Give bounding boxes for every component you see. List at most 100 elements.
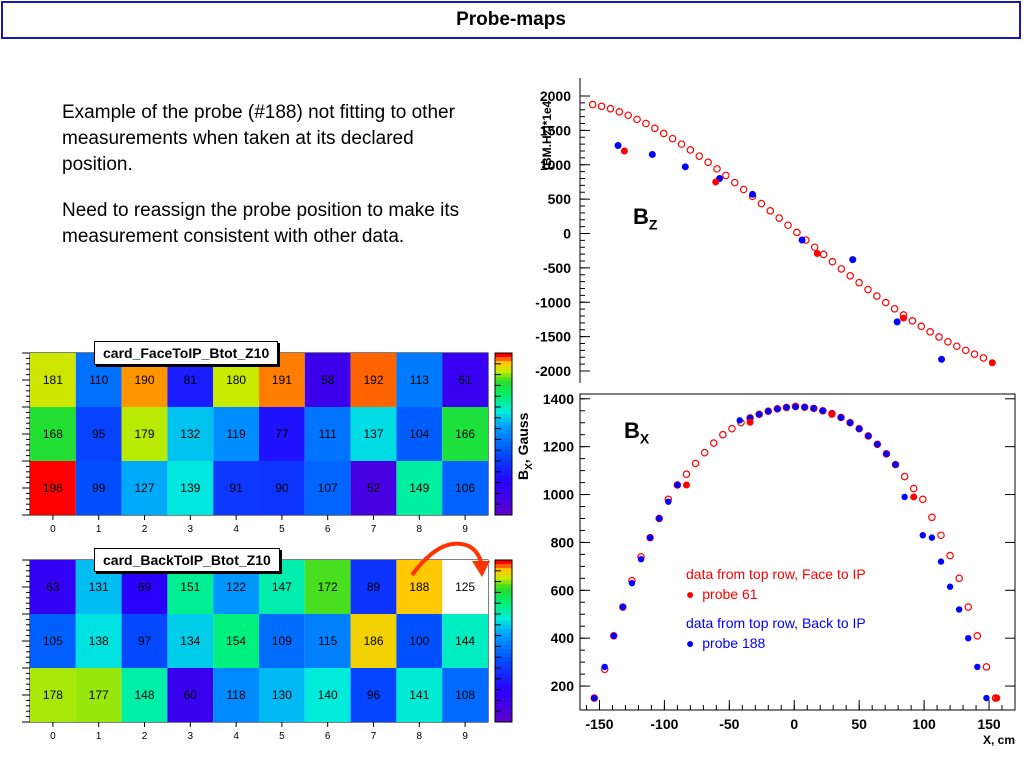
bx-point-back bbox=[937, 558, 945, 565]
legend-back: data from top row, Back to IP bbox=[686, 615, 866, 631]
heatmap-color-scale-step bbox=[495, 600, 512, 606]
bx-point-back bbox=[974, 663, 981, 671]
bx-point-back bbox=[637, 555, 645, 563]
heatmap-color-scale-step bbox=[495, 353, 512, 358]
heatmap-cell-value: 107 bbox=[318, 481, 338, 495]
heatmap-color-scale-step bbox=[495, 409, 512, 415]
heatmap-cell-value: 144 bbox=[455, 634, 475, 648]
heatmap-cell bbox=[121, 407, 168, 461]
heatmap-x-tick-label: 2 bbox=[142, 731, 148, 742]
heatmap-color-scale-step bbox=[495, 510, 512, 516]
heatmap-cell bbox=[30, 353, 76, 407]
heatmap-cell-value: 95 bbox=[92, 427, 106, 441]
bx-point-face-filled bbox=[746, 418, 754, 426]
heatmap-cell-value: 109 bbox=[272, 634, 292, 648]
heatmap-cell bbox=[304, 668, 351, 722]
bz-point-face bbox=[686, 146, 695, 154]
heatmap-cell-value: 181 bbox=[43, 373, 63, 387]
heatmap-color-scale-step bbox=[495, 381, 512, 386]
heatmap-cell bbox=[442, 461, 488, 515]
heatmap-cell bbox=[75, 461, 122, 515]
bx-y-tick-label: 1400 bbox=[543, 392, 574, 407]
bz-point-face bbox=[944, 337, 952, 346]
heatmap-cell-value: 172 bbox=[318, 580, 338, 594]
heatmap-color-scale-frame bbox=[494, 352, 513, 516]
bx-point-face bbox=[691, 459, 700, 468]
heatmap-cell-value: 138 bbox=[89, 634, 109, 648]
heatmap-color-scale-step bbox=[495, 417, 512, 423]
heatmap-cell bbox=[121, 461, 168, 515]
heatmap-cell-value: 154 bbox=[226, 634, 246, 648]
heatmap-color-scale-step bbox=[495, 490, 512, 496]
heatmap-cell bbox=[304, 560, 351, 614]
bx-y-tick-label: 200 bbox=[551, 678, 575, 694]
bz-y-tick-label: -2000 bbox=[535, 363, 571, 379]
heatmap-color-scale-step bbox=[495, 361, 512, 366]
bx-point-back bbox=[946, 583, 954, 590]
bz-point-face bbox=[766, 207, 775, 215]
heatmap-cell-value: 99 bbox=[92, 481, 106, 495]
heatmap-color-scale-step bbox=[495, 717, 512, 723]
heatmap-cell bbox=[350, 407, 397, 461]
heatmap-x-tick-label: 5 bbox=[279, 524, 285, 535]
bz-point-face bbox=[713, 165, 721, 173]
heatmap-color-scale-step bbox=[495, 450, 512, 455]
bz-point-face bbox=[659, 129, 668, 138]
heatmap-cell-value: 178 bbox=[43, 688, 63, 702]
bz-point-face bbox=[810, 243, 819, 252]
bz-point-back bbox=[749, 190, 757, 198]
heatmap-cell-value: 105 bbox=[43, 634, 63, 648]
heatmap-color-scale-step bbox=[495, 454, 512, 459]
heatmap-cell-value: 180 bbox=[226, 373, 246, 387]
heatmap-cell-value: 125 bbox=[455, 580, 475, 594]
bx-point-back bbox=[892, 461, 899, 468]
bx-point-back bbox=[983, 694, 990, 702]
heatmap-face-title: card_FaceToIP_Btot_Z10 bbox=[94, 341, 279, 365]
heatmap-color-scale-step bbox=[495, 357, 512, 362]
heatmap-color-scale-step bbox=[495, 713, 512, 719]
heatmap-color-scale-step bbox=[495, 624, 512, 630]
bz-y-tick-label: 1500 bbox=[540, 122, 571, 138]
bz-point-face bbox=[730, 178, 739, 187]
bx-point-face bbox=[946, 551, 954, 560]
bz-point-face-filled bbox=[900, 314, 908, 322]
heatmap-color-scale-step bbox=[495, 401, 512, 407]
bx-y-tick-label: 1200 bbox=[543, 439, 574, 455]
bz-point-face bbox=[668, 134, 677, 143]
heatmap-cell-value: 111 bbox=[319, 427, 338, 441]
heatmap-color-scale-step bbox=[495, 689, 512, 695]
heatmap-x-tick-label: 1 bbox=[96, 731, 102, 742]
heatmap-cell bbox=[396, 614, 443, 668]
bz-point-back bbox=[893, 318, 901, 326]
heatmap-color-scale-step bbox=[495, 425, 512, 431]
heatmap-cell-value: 110 bbox=[89, 373, 108, 387]
heatmap-color-scale-step bbox=[495, 446, 512, 451]
bx-point-back bbox=[801, 403, 808, 411]
bx-point-face bbox=[982, 663, 991, 671]
heatmap-color-scale-step bbox=[495, 572, 512, 577]
heatmap-cell-value: 188 bbox=[409, 580, 429, 594]
bz-point-face bbox=[597, 102, 606, 111]
bz-y-tick-label: 1000 bbox=[540, 157, 571, 173]
heatmap-cell bbox=[259, 461, 305, 515]
bz-point-face bbox=[926, 328, 934, 336]
heatmap-x-tick-label: 6 bbox=[325, 731, 331, 742]
heatmap-cell bbox=[442, 353, 488, 407]
heatmap-x-tick-label: 9 bbox=[462, 731, 468, 742]
heatmap-x-tick-label: 8 bbox=[417, 524, 423, 535]
heatmap-color-scale-step bbox=[495, 458, 512, 463]
heatmap-x-tick-label: 2 bbox=[142, 524, 148, 535]
heatmap-color-scale-step bbox=[495, 701, 512, 707]
bx-point-back bbox=[919, 532, 927, 539]
bx-point-back bbox=[774, 405, 781, 413]
bz-point-back bbox=[648, 150, 656, 158]
bx-point-back bbox=[628, 579, 636, 587]
bz-point-face bbox=[837, 265, 846, 273]
heatmap-color-scale-step bbox=[495, 584, 512, 589]
bz-plot: 2000 1500 1000 500 0 -500 -1000 -1500 -2000 (BM.H… bbox=[515, 78, 1010, 388]
bz-point-face bbox=[677, 140, 686, 148]
bz-plot-canvas: 2000 1500 1000 500 0 -500 -1000 -1500 -2000 (BM.H… bbox=[535, 78, 996, 383]
heatmap-cell bbox=[213, 407, 259, 461]
bx-y-tick-label: 400 bbox=[551, 630, 575, 646]
heatmap-cell-value: 96 bbox=[367, 688, 381, 702]
